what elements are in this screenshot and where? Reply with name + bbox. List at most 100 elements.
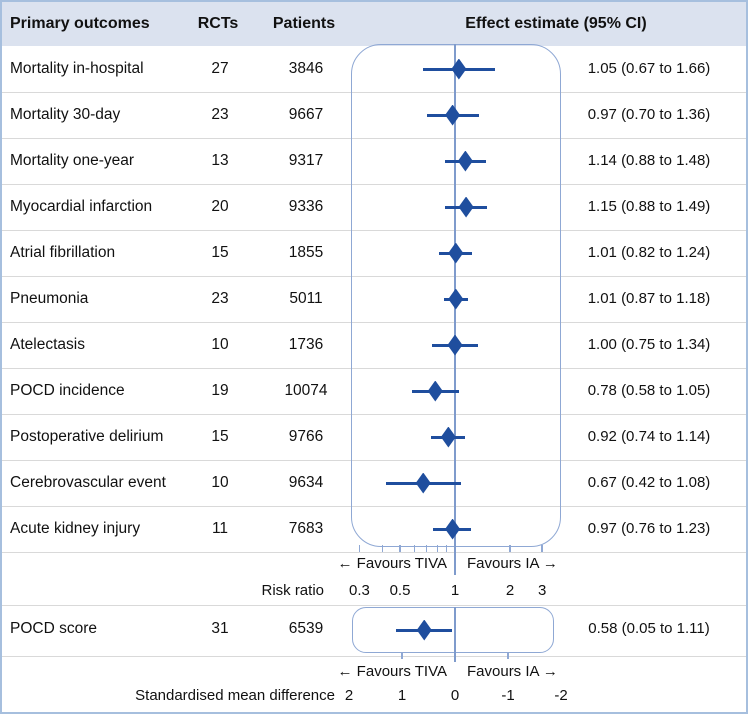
- table-row: Acute kidney injury 11 7683 0.97 (0.76 to 1…: [2, 506, 746, 553]
- favours-ia-label: Favours IA →: [467, 555, 558, 572]
- smd-tick-label: -1: [501, 687, 515, 704]
- patients-value: 9317: [288, 152, 324, 169]
- favours-tiva-label: ← Favours TIVA: [337, 663, 447, 680]
- effect-estimate-text: 1.15 (0.88 to 1.49): [587, 198, 711, 215]
- table-row: Postoperative delirium 15 9766 0.92 (0.74 t…: [2, 414, 746, 461]
- table-row: Cerebrovascular event 10 9634 0.67 (0.42 to…: [2, 460, 746, 507]
- rcts-value: 15: [211, 428, 229, 445]
- rcts-value: 27: [211, 60, 229, 77]
- outcome-label: Cerebrovascular event: [10, 474, 166, 491]
- outcome-label: Pneumonia: [10, 290, 89, 307]
- risk-ratio-axis-tick: [413, 545, 416, 552]
- effect-estimate-text: 0.58 (0.05 to 1.11): [588, 620, 710, 637]
- table-row-pocd-score: POCD score 31 6539 0.58 (0.05 to 1.11): [2, 605, 746, 657]
- risk-ratio-tick-label: 1: [450, 582, 460, 599]
- rcts-value: 31: [211, 620, 229, 637]
- table-row: Myocardial infarction 20 9336 1.15 (0.88 to…: [2, 184, 746, 231]
- rcts-value: 10: [211, 474, 229, 491]
- risk-ratio-tick-label: 3: [537, 582, 547, 599]
- risk-ratio-axis-label: Risk ratio: [261, 582, 324, 599]
- effect-estimate-text: 0.67 (0.42 to 1.08): [587, 474, 711, 491]
- patients-value: 5011: [289, 290, 323, 307]
- table-row: Atelectasis 10 1736 1.00 (0.75 to 1.34): [2, 322, 746, 369]
- column-header-rcts: RCTs: [197, 15, 239, 32]
- effect-estimate-diamond: [457, 150, 473, 172]
- column-header-effect-estimate: Effect estimate (95% CI): [465, 15, 647, 32]
- effect-estimate-diamond: [445, 518, 461, 540]
- risk-ratio-axis-tick: [436, 545, 439, 552]
- effect-estimate-diamond: [448, 242, 464, 264]
- patients-value: 6539: [288, 620, 324, 637]
- effect-estimate-diamond: [415, 472, 431, 494]
- risk-ratio-axis-tick: [425, 545, 428, 552]
- patients-value: 9766: [288, 428, 324, 445]
- effect-estimate-diamond: [445, 104, 461, 126]
- table-row: Atrial fibrillation 15 1855 1.01 (0.82 to 1…: [2, 230, 746, 277]
- risk-ratio-axis-tick: [509, 545, 511, 552]
- favours-tiva-label: ← Favours TIVA: [337, 555, 447, 572]
- rcts-value: 10: [211, 336, 229, 353]
- smd-axis-label: Standardised mean difference: [135, 687, 335, 704]
- effect-estimate-diamond: [416, 619, 432, 641]
- effect-estimate-diamond: [440, 426, 456, 448]
- effect-estimate-diamond: [451, 58, 467, 80]
- risk-ratio-axis-tick: [445, 545, 448, 552]
- rcts-value: 13: [211, 152, 229, 169]
- effect-estimate-text: 1.14 (0.88 to 1.48): [587, 152, 711, 169]
- risk-ratio-tick-label: 0.3: [349, 582, 370, 599]
- risk-ratio-axis-tick: [358, 545, 361, 552]
- risk-ratio-tick-label: 2: [505, 582, 515, 599]
- patients-value: 1736: [288, 336, 324, 353]
- risk-ratio-plot-frame: [351, 44, 561, 547]
- table-row: Pneumonia 23 5011 1.01 (0.87 to 1.18): [2, 276, 746, 323]
- patients-value: 9634: [288, 474, 324, 491]
- effect-estimate-diamond: [447, 334, 463, 356]
- risk-ratio-reference-line: [454, 44, 456, 575]
- effect-estimate-text: 0.78 (0.58 to 1.05): [587, 382, 711, 399]
- smd-plot-frame: [352, 607, 554, 653]
- effect-estimate-diamond: [427, 380, 443, 402]
- smd-tick-label: 2: [344, 687, 354, 704]
- effect-estimate-diamond: [448, 288, 464, 310]
- patients-value: 1855: [288, 244, 324, 261]
- effect-estimate-text: 1.05 (0.67 to 1.66): [587, 60, 711, 77]
- outcome-label: POCD incidence: [10, 382, 125, 399]
- rcts-value: 23: [211, 106, 229, 123]
- effect-estimate-text: 0.92 (0.74 to 1.14): [587, 428, 711, 445]
- outcome-label: POCD score: [10, 620, 97, 637]
- patients-value: 7683: [288, 520, 324, 537]
- outcome-label: Mortality in-hospital: [10, 60, 144, 77]
- smd-tick-label: -2: [554, 687, 568, 704]
- outcome-label: Atrial fibrillation: [10, 244, 116, 261]
- outcome-label: Myocardial infarction: [10, 198, 153, 215]
- smd-reference-line: [454, 607, 456, 662]
- effect-estimate-text: 1.01 (0.87 to 1.18): [587, 290, 711, 307]
- effect-estimate-text: 0.97 (0.70 to 1.36): [587, 106, 711, 123]
- effect-estimate-text: 1.01 (0.82 to 1.24): [587, 244, 711, 261]
- smd-axis-tick: [401, 652, 403, 659]
- effect-estimate-text: 0.97 (0.76 to 1.23): [587, 520, 711, 537]
- favours-ia-label: Favours IA →: [467, 663, 558, 680]
- table-row: Mortality in-hospital 27 3846 1.05 (0.67 to…: [2, 46, 746, 93]
- risk-ratio-tick-label: 0.5: [389, 582, 411, 599]
- risk-ratio-axis-tick: [541, 545, 543, 552]
- patients-value: 10074: [284, 382, 328, 399]
- table-header-band: [2, 2, 746, 46]
- risk-ratio-axis-tick: [381, 545, 384, 552]
- outcome-label: Acute kidney injury: [10, 520, 141, 537]
- patients-value: 3846: [288, 60, 324, 77]
- patients-value: 9336: [288, 198, 324, 215]
- effect-estimate-diamond: [458, 196, 474, 218]
- outcome-label: Mortality one-year: [10, 152, 135, 169]
- patients-value: 9667: [288, 106, 324, 123]
- table-row: Mortality 30-day 23 9667 0.97 (0.70 to 1.36…: [2, 92, 746, 139]
- smd-axis-tick: [507, 652, 509, 659]
- smd-tick-label: 0: [450, 687, 460, 704]
- risk-ratio-axis-tick: [399, 545, 401, 552]
- table-row: Mortality one-year 13 9317 1.14 (0.88 to 1.…: [2, 138, 746, 185]
- column-header-primary-outcomes: Primary outcomes: [10, 15, 150, 32]
- table-row: POCD incidence 19 10074 0.78 (0.58 to 1.05): [2, 368, 746, 415]
- outcome-label: Postoperative delirium: [10, 428, 164, 445]
- rcts-value: 20: [211, 198, 229, 215]
